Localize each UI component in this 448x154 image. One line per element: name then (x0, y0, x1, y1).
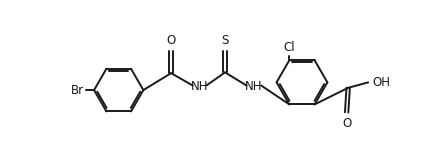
Text: S: S (221, 34, 228, 47)
Text: NH: NH (191, 80, 208, 93)
Text: O: O (342, 117, 351, 130)
Text: Cl: Cl (284, 41, 295, 54)
Text: O: O (167, 34, 176, 47)
Text: OH: OH (372, 76, 390, 89)
Text: NH: NH (245, 80, 262, 93)
Text: Br: Br (71, 84, 84, 97)
